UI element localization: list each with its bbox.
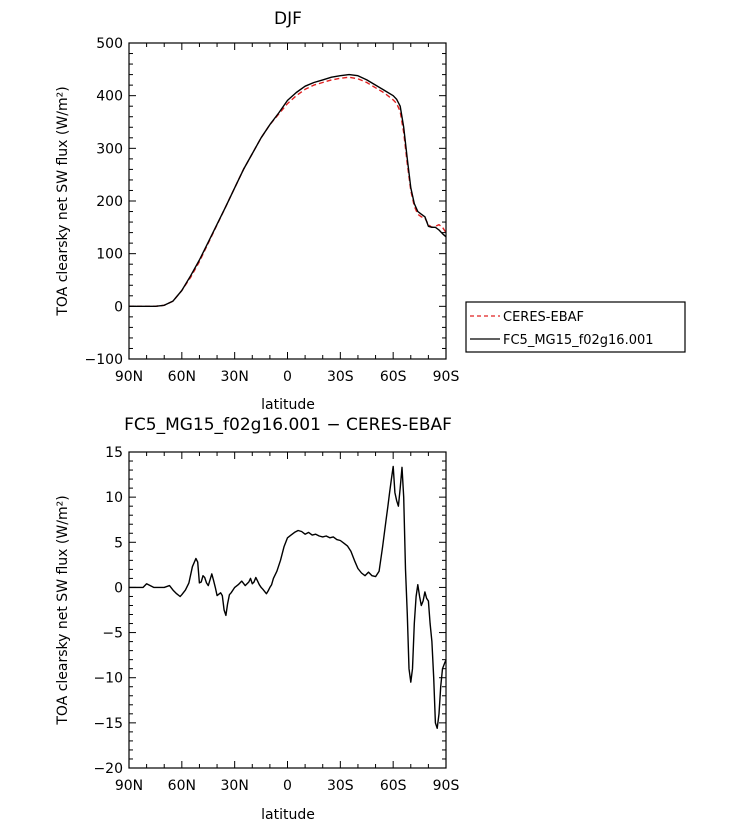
chart-panel-top: DJF 90N 60N 30N 0 30S 60S 90S −100 0 100 200 300 400… [55,9,686,413]
x-tick-label: 30S [327,778,354,794]
x-tick-label: 60S [380,369,407,385]
x-tick-label: 60N [168,778,196,794]
y-tick-label: 400 [96,89,123,105]
y-tick-label: −100 [85,352,123,368]
y-tick-label: 500 [96,36,123,52]
x-tick-label: 30S [327,369,354,385]
x-tick-label: 60S [380,778,407,794]
legend-label-model: FC5_MG15_f02g16.001 [503,333,654,348]
x-tick-label: 60N [168,369,196,385]
y-axis-label: TOA clearsky net SW flux (W/m²) [55,86,71,316]
y-axis-label-text: TOA clearsky net SW flux (W/m²) [55,495,71,725]
x-tick-label: 0 [283,778,292,794]
x-tick-label: 90N [115,778,143,794]
x-tick-label: 90S [433,778,460,794]
chart-title: FC5_MG15_f02g16.001 − CERES-EBAF [124,415,452,435]
y-tick-label: 0 [114,580,123,596]
y-tick-label: −20 [93,761,123,777]
x-axis-label: latitude [261,807,315,823]
y-axis-label-text: TOA clearsky net SW flux (W/m²) [55,86,71,316]
chart-panel-bottom: FC5_MG15_f02g16.001 − CERES-EBAF 90N 60N 3… [55,415,459,823]
series-line-1 [129,73,447,307]
y-tick-label: 100 [96,247,123,263]
y-tick-label: −10 [93,671,123,687]
x-tick-label: 30N [221,778,249,794]
y-tick-label: 0 [114,299,123,315]
x-tick-label: 90N [115,369,143,385]
y-tick-label: 300 [96,141,123,157]
y-tick-label: 200 [96,194,123,210]
plot-frame [128,42,447,360]
legend: CERES-EBAF FC5_MG15_f02g16.001 [465,301,686,353]
chart-title: DJF [274,9,302,29]
x-axis-label: latitude [261,397,315,413]
legend-box [465,301,686,353]
y-tick-label: 5 [114,535,123,551]
y-tick-label: 15 [105,445,123,461]
y-tick-label: −15 [93,716,123,732]
y-axis-label: TOA clearsky net SW flux (W/m²) [55,495,71,725]
x-tick-label: 0 [283,369,292,385]
y-tick-label: 10 [105,490,123,506]
y-tick-label: −5 [102,626,123,642]
legend-label-ceres: CERES-EBAF [503,310,584,325]
x-tick-label: 30N [221,369,249,385]
series-line-0 [129,76,447,307]
series-line-0 [129,465,447,729]
x-tick-label: 90S [433,369,460,385]
